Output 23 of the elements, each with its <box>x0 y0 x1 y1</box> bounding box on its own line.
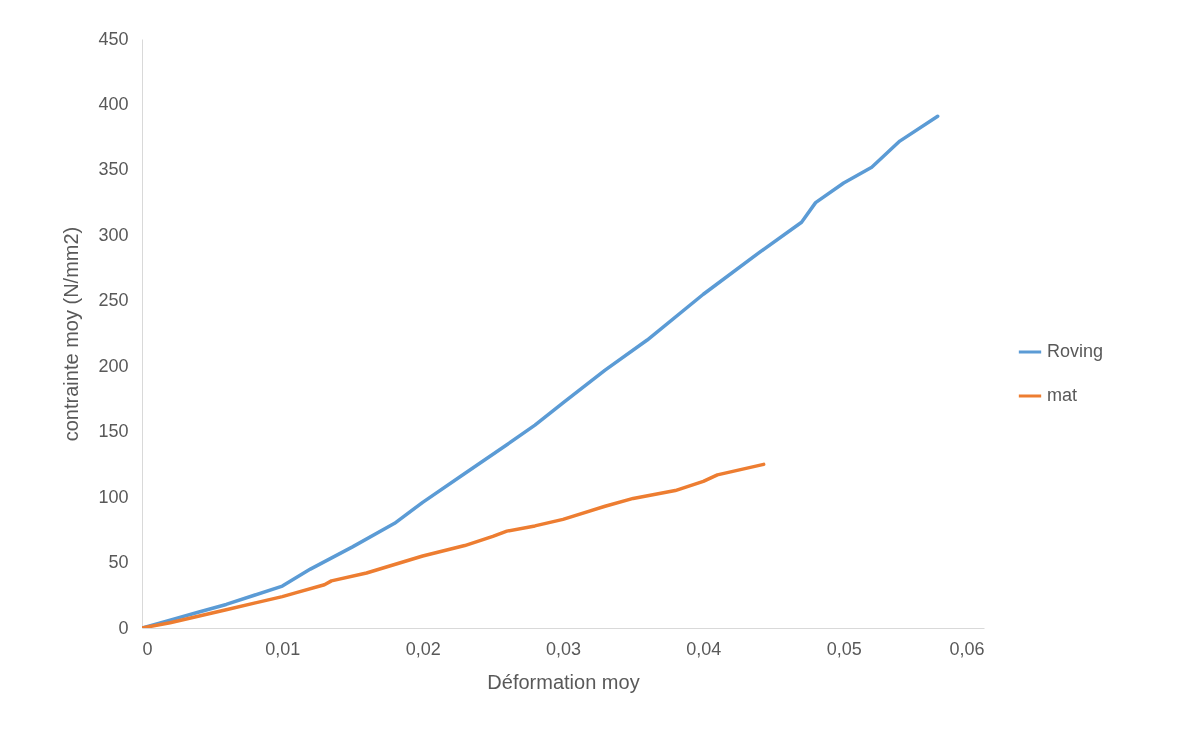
legend-label: Roving <box>1047 341 1104 361</box>
x-tick-label: 0,04 <box>686 638 722 659</box>
y-tick-label: 400 <box>98 93 129 114</box>
y-tick-label: 100 <box>98 486 129 507</box>
x-axis-title: Déformation moy <box>487 670 640 693</box>
x-tick-label: 0,05 <box>826 638 862 659</box>
legend-label: mat <box>1047 385 1078 405</box>
x-tick-label: 0,02 <box>405 638 441 659</box>
x-tick-label: 0 <box>142 638 153 659</box>
y-tick-label: 450 <box>98 28 129 49</box>
y-tick-label: 350 <box>98 159 129 180</box>
y-tick-label: 50 <box>108 552 129 573</box>
y-tick-label: 250 <box>98 290 129 311</box>
y-tick-label: 0 <box>118 617 129 638</box>
y-tick-label: 150 <box>98 421 129 442</box>
line-series <box>142 462 766 628</box>
x-tick-label: 0,03 <box>545 638 582 659</box>
y-tick-label: 300 <box>98 224 129 245</box>
x-tick-label: 0,06 <box>949 638 985 659</box>
y-tick-label: 200 <box>98 355 129 376</box>
x-tick-label: 0,01 <box>265 638 301 659</box>
y-axis-title: contrainte moy (N/mm2) <box>60 226 83 442</box>
line-series <box>142 114 940 628</box>
